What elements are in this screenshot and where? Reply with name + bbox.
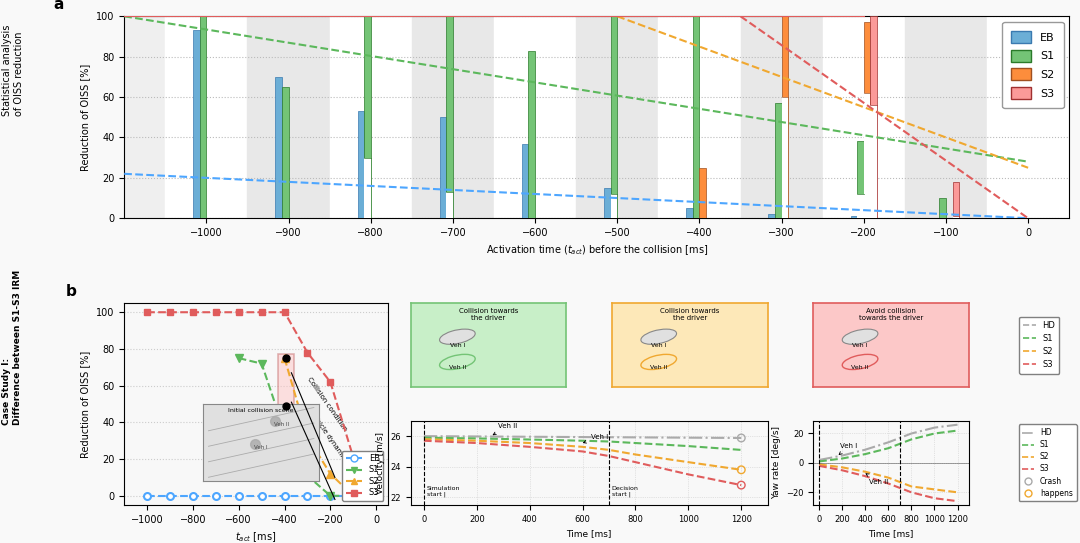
Bar [659,16,741,218]
Text: Statistical analysis
of OISS reduction: Statistical analysis of OISS reduction [2,25,24,116]
Text: b: b [66,284,77,299]
Ellipse shape [640,355,676,370]
Bar [870,105,877,218]
Bar [864,93,870,218]
Bar [905,16,987,218]
Text: a: a [53,0,64,12]
Bar [200,16,206,218]
Legend: EB, S1, S2, S3: EB, S1, S2, S3 [1002,22,1064,108]
Legend: HD, S1, S2, S3, Crash, happens: HD, S1, S2, S3, Crash, happens [1018,425,1077,501]
Bar [686,208,693,218]
X-axis label: Activation time ($t_{act}$) before the collision [ms]: Activation time ($t_{act}$) before the c… [486,243,707,257]
Bar [870,16,877,218]
Bar [775,103,782,218]
Text: Case Study I:
Difference between S1-S3 IRM: Case Study I: Difference between S1-S3 I… [2,270,22,425]
Bar [193,30,200,218]
Ellipse shape [640,329,676,344]
Bar [858,142,864,218]
Bar [604,188,610,218]
Legend: HD, S1, S2, S3: HD, S1, S2, S3 [1018,317,1059,374]
X-axis label: Time [ms]: Time [ms] [567,529,612,538]
Bar [858,194,864,218]
Bar [953,182,959,218]
Y-axis label: Reduction of OISS [%]: Reduction of OISS [%] [81,350,91,458]
Text: Vehicle dynamics: Vehicle dynamics [309,411,349,464]
Point [278,354,295,363]
X-axis label: Time [ms]: Time [ms] [868,529,914,538]
Bar [278,355,294,406]
Bar [700,168,706,218]
Text: Decision
start |: Decision start | [611,486,638,497]
Bar [769,214,775,218]
Bar [282,87,288,218]
Text: Veh I: Veh I [839,443,858,454]
Text: Veh II: Veh II [866,473,888,484]
Bar [247,16,329,218]
Bar [987,16,1069,218]
Bar [522,143,528,218]
Bar [953,216,959,218]
Bar [940,198,946,218]
X-axis label: $t_{act}$ [ms]: $t_{act}$ [ms] [235,531,276,543]
Bar [364,16,370,218]
Bar [440,117,446,218]
Bar [576,16,659,218]
Point [732,465,750,474]
Bar [851,216,858,218]
Text: Collision condition: Collision condition [307,376,348,432]
Text: Veh II: Veh II [650,365,667,370]
Text: Veh II: Veh II [494,424,517,435]
Ellipse shape [842,329,878,344]
Bar [864,22,870,218]
Bar [446,16,453,218]
Y-axis label: Reduction of OISS [%]: Reduction of OISS [%] [81,64,91,171]
Bar [693,16,700,218]
Bar [275,77,282,218]
Bar [741,16,823,218]
Bar [165,16,247,218]
Bar [446,192,453,218]
Bar [528,50,535,218]
Text: Collision towards
the driver: Collision towards the driver [459,308,518,321]
Text: Veh I: Veh I [449,343,465,348]
Text: Veh II: Veh II [851,365,868,370]
Point [732,434,750,443]
Y-axis label: Velocity [m/s]: Velocity [m/s] [376,432,384,494]
Bar [782,97,788,218]
Bar [610,194,618,218]
Text: Veh I: Veh I [583,434,608,443]
Bar [823,16,905,218]
Bar [357,111,364,218]
Bar [494,16,576,218]
Y-axis label: Yaw rate [deg/s]: Yaw rate [deg/s] [771,426,781,500]
Bar [364,157,370,218]
Text: Collision towards
the driver: Collision towards the driver [660,308,719,321]
Point [278,401,295,410]
Ellipse shape [440,329,475,344]
Text: Veh I: Veh I [651,343,666,348]
Ellipse shape [842,355,878,370]
Text: Veh II: Veh II [448,365,467,370]
Text: Avoid collision
towards the driver: Avoid collision towards the driver [859,308,923,321]
Bar [411,16,494,218]
Ellipse shape [440,355,475,370]
Bar [329,16,411,218]
Text: Simulation
start |: Simulation start | [427,486,460,497]
Bar [782,16,788,218]
Text: Veh I: Veh I [852,343,868,348]
Bar [610,16,618,218]
Legend: EB, S1, S2, S3: EB, S1, S2, S3 [342,451,383,501]
Point [732,481,750,489]
